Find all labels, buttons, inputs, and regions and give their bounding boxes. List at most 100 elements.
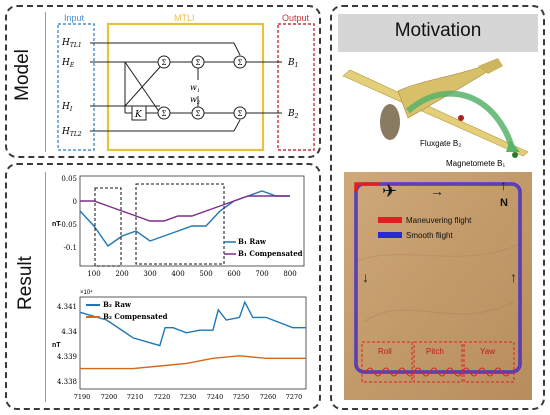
svg-text:B₁ Raw: B₁ Raw [238,237,267,246]
maneuver-boxes [361,341,515,383]
gain-k-label: K [134,110,143,120]
top-y-unit: nT [52,221,61,228]
legend-smooth-swatch [378,232,402,238]
output-b1: B1 [287,58,298,69]
highlight-box-1 [94,187,122,267]
svg-text:300: 300 [143,270,156,278]
highlight-box-2 [135,183,225,265]
magnetometer-label: Magnetomete B₁ [446,159,505,168]
svg-text:7250: 7250 [233,393,250,401]
input-label: Input [64,13,85,23]
weight-w1: w1 [190,83,200,94]
maneuvering-start [354,182,380,192]
output-box [277,23,315,151]
model-section-title: Model [12,49,33,101]
svg-text:4.339: 4.339 [57,353,77,361]
result-section-title: Result [15,256,36,310]
top-result-chart: nT 0.05 0 -0.05 -0.1 100 200 300 400 500… [52,175,305,278]
svg-text:7210: 7210 [127,393,144,401]
fluxgate-label: Fluxgate B₂ [420,139,461,148]
result-title-divider [45,172,46,402]
north-label: N [500,197,508,209]
svg-text:0: 0 [73,198,77,206]
airplane-icon: ✈ [382,181,397,201]
weight-w2: w2 [190,95,200,106]
output-b2: B2 [287,109,299,120]
maneuver-pitch: Pitch [426,347,444,356]
svg-text:-0.1: -0.1 [64,244,78,252]
top-legend: B₁ Raw B₁ Compensated [224,237,303,258]
aircraft-illustration: Fluxgate B₂ Magnetomete B₁ [342,58,529,168]
motivation-header-bar [338,14,538,52]
fluxgate-sensor [458,115,464,121]
legend-maneuvering-label: Maneuvering flight [406,216,472,225]
field-arc [406,90,516,152]
input-hi: HI [61,102,73,113]
legend-smooth-label: Smooth flight [406,231,453,240]
maneuver-roll: Roll [378,347,392,356]
series-line-1 [80,195,290,222]
bottom-series-group [79,300,306,370]
svg-text:7260: 7260 [260,393,277,401]
down-arrow-icon: ↓ [362,269,369,285]
bottom-legend: B₂ Raw B₂ Compensated [86,300,168,321]
sum-nodes [157,55,247,120]
svg-text:100: 100 [87,270,100,278]
maneuver-wiggle [365,367,511,377]
aircraft-tail [478,58,503,74]
up-arrow-icon: ↑ [510,269,517,285]
gain-k-box [131,105,147,121]
svg-text:B₂ Compensated: B₂ Compensated [103,312,168,321]
svg-text:4.341: 4.341 [57,303,77,311]
svg-text:Σ: Σ [238,59,243,67]
legend-maneuvering-swatch [378,217,402,223]
series-line-0 [79,190,290,247]
bottom-y-ticks: 4.341 4.34 4.339 4.338 [57,303,78,386]
svg-text:500: 500 [199,270,212,278]
svg-text:Σ: Σ [196,59,201,67]
bottom-exponent: ×10⁴ [80,289,93,296]
series-line-0 [79,300,306,347]
output-label: Output [282,13,310,23]
svg-text:B₂ Raw: B₂ Raw [103,300,132,309]
svg-text:800: 800 [283,270,296,278]
aircraft-wing [342,69,529,157]
mtli-label: MTLI [174,13,195,23]
svg-text:7190: 7190 [74,393,91,401]
svg-text:B₁ Compensated: B₁ Compensated [238,249,303,258]
svg-text:Σ: Σ [196,110,201,118]
magnetometer-sensor [512,152,518,158]
bottom-result-chart: ×10⁴ nT 4.341 4.34 4.339 4.338 7190 7200… [52,289,307,401]
mtli-box [106,22,265,152]
east-arrow-icon: → [430,183,444,199]
svg-text:4.34: 4.34 [61,328,77,336]
svg-text:200: 200 [115,270,128,278]
svg-text:7220: 7220 [154,393,171,401]
svg-text:-0.05: -0.05 [59,221,77,229]
top-y-ticks: 0.05 0 -0.05 -0.1 [59,175,77,252]
svg-text:7240: 7240 [207,393,224,401]
svg-text:7270: 7270 [286,393,303,401]
svg-text:0.05: 0.05 [61,175,77,183]
terrain-background [344,172,532,400]
svg-text:4.338: 4.338 [57,378,77,386]
input-he: HE [61,58,75,69]
bottom-y-unit: nT [52,342,61,349]
series-line-1 [80,355,306,370]
maneuver-yaw: Yaw [480,347,495,356]
result-panel [5,163,321,410]
aircraft-propeller [380,104,400,140]
input-box [57,23,95,151]
svg-text:7200: 7200 [101,393,118,401]
top-series-group [79,190,290,247]
svg-text:Σ: Σ [162,110,167,118]
model-panel [5,5,321,158]
input-htl1: HTL1 [61,38,82,49]
motivation-title: Motivation [394,20,482,41]
north-arrow-icon: ↑ [500,177,507,193]
flight-path-map: ✈ → ↑ N ↑ ↓ Maneuvering flight Smooth fl… [344,172,532,400]
mtli-block-diagram: Input MTLI Output HTL1 HE HI HTL2 K [57,13,315,152]
svg-text:400: 400 [171,270,184,278]
input-htl2: HTL2 [61,127,82,138]
bottom-x-ticks: 7190 7200 7210 7220 7230 7240 7250 7260 … [74,393,303,401]
